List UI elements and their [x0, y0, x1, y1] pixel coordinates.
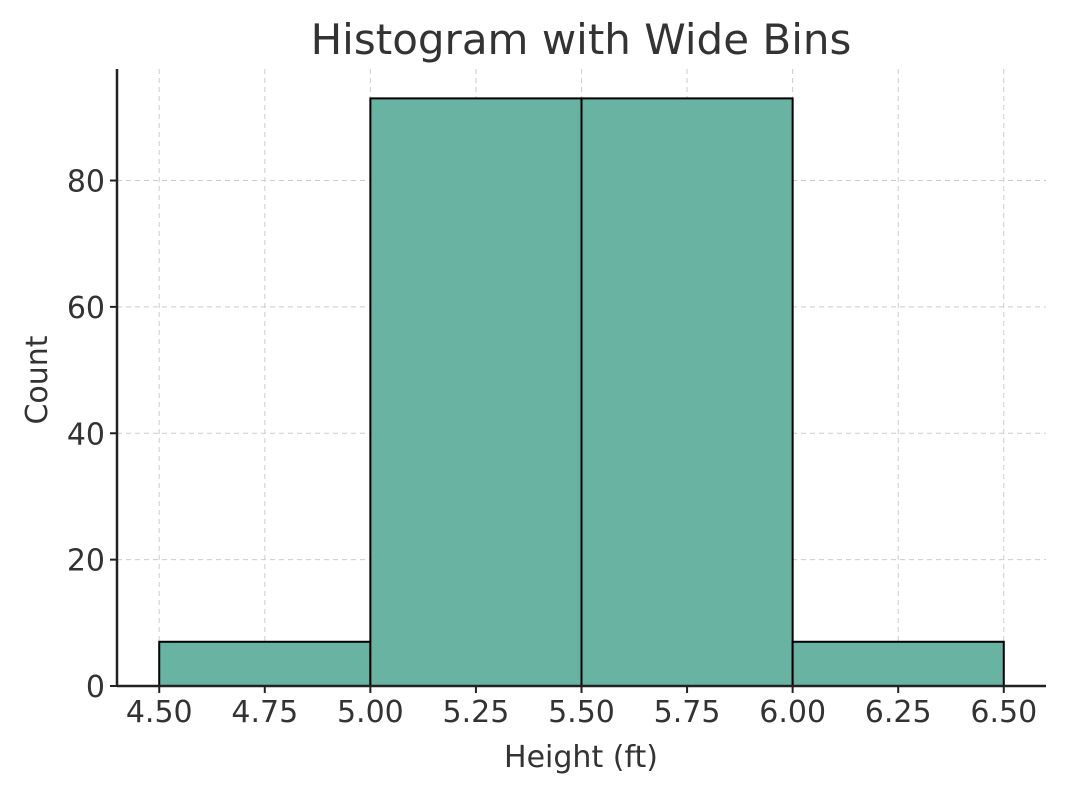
x-tick-label-7: 6.25	[865, 695, 932, 730]
y-tick-label-3: 60	[67, 291, 105, 326]
ticks-layer: 4.50 4.75 5.00 5.25 5.50 5.75 6.00 6.25 6.50 0 20 4…	[67, 165, 1037, 730]
histogram-bar-0	[158, 640, 372, 688]
x-tick-label-0: 4.50	[126, 695, 193, 730]
x-tick-label-3: 5.25	[443, 695, 510, 730]
chart-title: Histogram with Wide Bins	[311, 15, 852, 64]
histogram-bar-2	[580, 97, 794, 687]
x-tick-label-2: 5.00	[337, 695, 404, 730]
y-tick-label-1: 20	[67, 544, 105, 579]
y-tick-label-4: 80	[67, 165, 105, 200]
y-tick-label-0: 0	[86, 670, 105, 705]
x-tick-label-8: 6.50	[970, 695, 1037, 730]
y-axis-label: Count	[20, 335, 55, 424]
x-tick-label-1: 4.75	[231, 695, 298, 730]
x-tick-label-5: 5.75	[654, 695, 721, 730]
x-axis-label: Height (ft)	[504, 740, 658, 775]
x-tick-label-6: 6.00	[759, 695, 826, 730]
bars-layer	[158, 97, 1005, 688]
y-tick-label-2: 40	[67, 417, 105, 452]
histogram-bar-1	[369, 97, 583, 687]
x-tick-label-4: 5.50	[548, 695, 615, 730]
histogram-bar-3	[791, 640, 1005, 688]
